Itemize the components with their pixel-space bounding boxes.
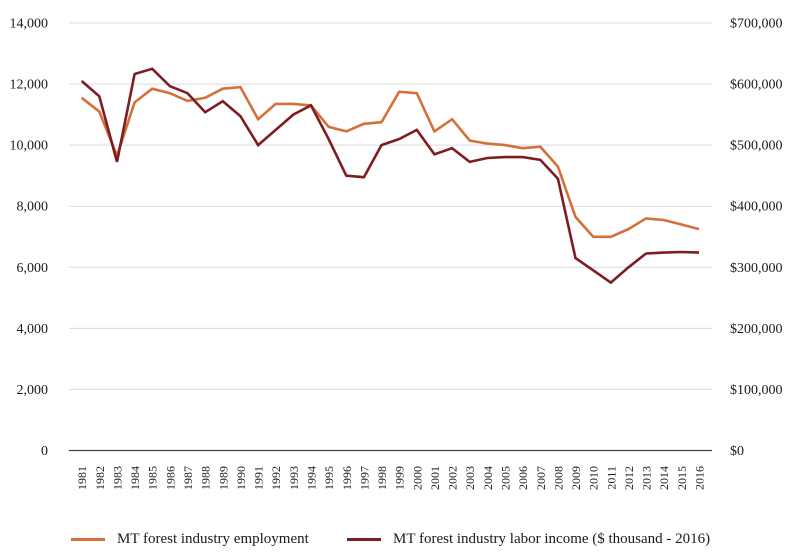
left-axis-tick-labels: 14,000 12,000 10,000 8,000 6,000 4,000 2,000 0 — [10, 17, 49, 460]
legend-item-employment: MT forest industry employment — [71, 528, 309, 550]
x-axis-year-label: 2003 — [463, 466, 477, 490]
x-axis-year-label: 1985 — [146, 466, 160, 490]
legend: MT forest industry employment MT forest … — [0, 528, 800, 554]
x-axis-year-label: 1984 — [128, 466, 142, 490]
x-axis-year-label: 1993 — [287, 466, 301, 490]
right-axis-tick-label: $100,000 — [730, 383, 783, 398]
x-axis-year-label: 1982 — [93, 466, 107, 490]
x-axis-year-label: 2009 — [569, 466, 583, 490]
x-axis-year-label: 2005 — [498, 466, 512, 490]
right-axis-tick-label: $700,000 — [730, 17, 783, 32]
x-axis-year-label: 2016 — [693, 466, 707, 490]
x-axis-year-label: 2001 — [428, 466, 442, 490]
x-axis-year-label: 2008 — [551, 466, 565, 490]
x-axis-year-label: 2006 — [516, 466, 530, 490]
left-axis-tick-label: 10,000 — [10, 139, 49, 154]
right-axis-tick-label: $500,000 — [730, 139, 783, 154]
x-axis-year-label: 1981 — [75, 466, 89, 490]
employment-line — [80, 85, 700, 239]
x-axis-year-labels: 1981 1982 1983 1984 1985 1986 1987 1988 1989 1990… — [75, 466, 706, 490]
x-axis-year-label: 1992 — [269, 466, 283, 490]
x-axis-year-label: 1998 — [375, 466, 389, 490]
x-axis-year-label: 1997 — [357, 466, 371, 490]
left-axis-tick-label: 2,000 — [17, 383, 49, 398]
x-axis-year-label: 1988 — [199, 466, 213, 490]
x-axis-year-label: 2004 — [481, 466, 495, 490]
x-axis-year-label: 1994 — [304, 466, 318, 490]
chart-canvas: 14,000 12,000 10,000 8,000 6,000 4,000 2,000 0 $… — [10, 17, 783, 491]
right-axis-tick-label: $200,000 — [730, 322, 783, 337]
x-axis-year-label: 2013 — [640, 466, 654, 490]
x-axis-year-label: 2002 — [446, 466, 460, 490]
right-axis-tick-label: $0 — [730, 444, 744, 459]
x-axis-year-label: 1987 — [181, 466, 195, 490]
x-axis-year-label: 1990 — [234, 466, 248, 490]
right-axis-tick-label: $600,000 — [730, 78, 783, 93]
x-axis-year-label: 2014 — [657, 466, 671, 490]
legend-label-labor-income: MT forest industry labor income ($ thous… — [393, 530, 711, 547]
left-axis-tick-label: 4,000 — [17, 322, 49, 337]
x-axis-year-label: 1986 — [163, 466, 177, 490]
left-axis-tick-label: 12,000 — [10, 78, 49, 93]
left-axis-tick-label: 8,000 — [17, 200, 49, 215]
x-axis-year-label: 1996 — [340, 466, 354, 490]
x-axis-year-label: 2015 — [675, 466, 689, 490]
left-axis-tick-label: 6,000 — [17, 261, 49, 276]
x-axis-year-label: 2012 — [622, 466, 636, 490]
x-axis-year-label: 1999 — [393, 466, 407, 490]
right-axis-tick-labels: $700,000 $600,000 $500,000 $400,000 $300,000… — [730, 17, 783, 460]
x-axis-year-label: 2010 — [587, 466, 601, 490]
right-axis-tick-label: $300,000 — [730, 261, 783, 276]
gridlines — [69, 22, 712, 452]
legend-label-employment: MT forest industry employment — [117, 530, 309, 547]
left-axis-tick-label: 0 — [41, 444, 48, 459]
x-axis-year-label: 1989 — [216, 466, 230, 490]
x-axis-year-label: 1983 — [110, 466, 124, 490]
x-axis-year-label: 2011 — [604, 466, 618, 490]
labor-income-line — [80, 67, 700, 285]
labor-income-line-swatch — [347, 537, 381, 541]
x-axis-year-label: 1991 — [252, 466, 266, 490]
x-axis-year-label: 2007 — [534, 466, 548, 490]
employment-line-swatch — [71, 537, 105, 541]
legend-item-labor-income: MT forest industry labor income ($ thous… — [347, 528, 710, 550]
x-axis-year-label: 1995 — [322, 466, 336, 490]
x-axis-year-label: 2000 — [410, 466, 424, 490]
left-axis-tick-label: 14,000 — [10, 17, 49, 32]
right-axis-tick-label: $400,000 — [730, 200, 783, 215]
